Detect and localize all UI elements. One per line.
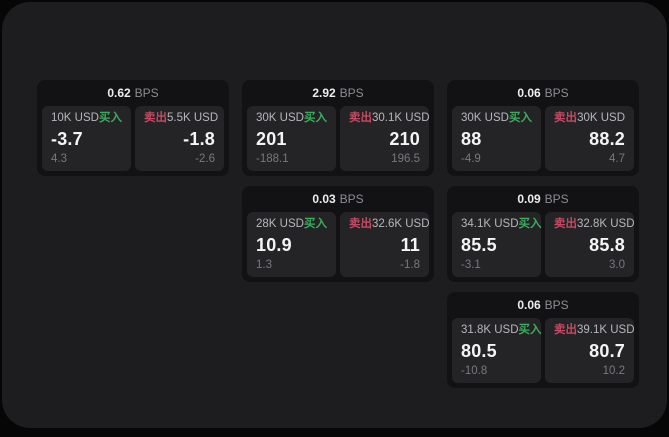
sell-amount: 32.6K USD: [372, 218, 430, 230]
spread-header: 0.09 BPS: [452, 186, 634, 212]
spread-unit: BPS: [544, 298, 569, 312]
sell-price: 88.2: [589, 129, 625, 149]
sell-label: 卖出: [349, 218, 372, 230]
sell-amount: 30.1K USD: [372, 112, 430, 124]
quote-card: 0.09 BPS 34.1K USD 买入 85.5 -3.1 卖出: [447, 186, 639, 282]
buy-amount: 30K USD: [461, 112, 509, 124]
spread-value: 0.09: [517, 192, 541, 206]
sell-delta: 4.7: [609, 152, 625, 165]
sell-delta: -2.6: [195, 152, 215, 165]
spread-value: 0.03: [312, 192, 336, 206]
spread-unit: BPS: [544, 192, 569, 206]
spread-header: 2.92 BPS: [247, 80, 429, 106]
buy-label: 买入: [304, 218, 327, 230]
sell-amount: 5.5K USD: [167, 112, 219, 124]
sell-label: 卖出: [554, 112, 577, 124]
buy-label: 买入: [99, 112, 122, 124]
buy-price: -3.7: [51, 129, 83, 149]
spread-value: 0.06: [517, 86, 541, 100]
spread-header: 0.06 BPS: [452, 292, 634, 318]
sell-price: 80.7: [589, 341, 625, 361]
sell-amount: 30K USD: [577, 112, 625, 124]
buy-price: 10.9: [256, 235, 292, 255]
sell-price: 85.8: [589, 235, 625, 255]
quote-grid: 0.62 BPS 10K USD 买入 -3.7 4.3 卖出: [37, 80, 639, 388]
buy-price: 85.5: [461, 235, 497, 255]
buy-amount: 31.8K USD: [461, 324, 519, 336]
buy-tile[interactable]: 10K USD 买入 -3.7 4.3: [42, 106, 131, 171]
sell-tile[interactable]: 卖出 39.1K USD 80.7 10.2: [545, 318, 635, 383]
buy-amount: 28K USD: [256, 218, 304, 230]
quote-card: 0.06 BPS 31.8K USD 买入 80.5 -10.8 卖: [447, 292, 639, 388]
sell-amount: 39.1K USD: [577, 324, 635, 336]
sell-tile[interactable]: 卖出 32.6K USD 11 -1.8: [340, 212, 430, 277]
quote-card: 2.92 BPS 30K USD 买入 201 -188.1 卖出: [242, 80, 434, 176]
buy-delta: -188.1: [256, 152, 289, 165]
buy-tile[interactable]: 34.1K USD 买入 85.5 -3.1: [452, 212, 542, 277]
buy-tile[interactable]: 31.8K USD 买入 80.5 -10.8: [452, 318, 542, 383]
spread-value: 0.62: [107, 86, 131, 100]
sell-label: 卖出: [349, 112, 372, 124]
buy-delta: -4.9: [461, 152, 481, 165]
buy-label: 买入: [518, 324, 542, 336]
spread-header: 0.06 BPS: [452, 80, 634, 106]
quote-board-panel: 0.62 BPS 10K USD 买入 -3.7 4.3 卖出: [2, 2, 667, 428]
buy-label: 买入: [509, 112, 532, 124]
buy-price: 88: [461, 129, 482, 149]
spread-unit: BPS: [134, 86, 159, 100]
buy-price: 80.5: [461, 341, 497, 361]
buy-amount: 30K USD: [256, 112, 304, 124]
sell-delta: -1.8: [400, 258, 420, 271]
buy-tile[interactable]: 28K USD 买入 10.9 1.3: [247, 212, 336, 277]
spread-unit: BPS: [339, 192, 364, 206]
quote-card: 0.62 BPS 10K USD 买入 -3.7 4.3 卖出: [37, 80, 229, 176]
sell-tile[interactable]: 卖出 5.5K USD -1.8 -2.6: [135, 106, 224, 171]
quote-card: 0.03 BPS 28K USD 买入 10.9 1.3 卖出: [242, 186, 434, 282]
sell-label: 卖出: [554, 324, 577, 336]
spread-value: 0.06: [517, 298, 541, 312]
sell-delta: 10.2: [602, 364, 625, 377]
spread-header: 0.62 BPS: [42, 80, 224, 106]
quote-card: 0.06 BPS 30K USD 买入 88 -4.9 卖出: [447, 80, 639, 176]
sell-price: 210: [389, 129, 420, 149]
buy-tile[interactable]: 30K USD 买入 201 -188.1: [247, 106, 336, 171]
buy-price: 201: [256, 129, 287, 149]
buy-tile[interactable]: 30K USD 买入 88 -4.9: [452, 106, 541, 171]
sell-tile[interactable]: 卖出 32.8K USD 85.8 3.0: [545, 212, 635, 277]
buy-delta: -3.1: [461, 258, 481, 271]
sell-delta: 3.0: [609, 258, 625, 271]
spread-unit: BPS: [339, 86, 364, 100]
buy-delta: 4.3: [51, 152, 67, 165]
spread-value: 2.92: [312, 86, 336, 100]
buy-label: 买入: [518, 218, 542, 230]
sell-delta: 196.5: [391, 152, 420, 165]
sell-label: 卖出: [554, 218, 577, 230]
sell-tile[interactable]: 卖出 30.1K USD 210 196.5: [340, 106, 430, 171]
spread-unit: BPS: [544, 86, 569, 100]
sell-price: -1.8: [183, 129, 215, 149]
sell-price: 11: [400, 235, 420, 255]
spread-header: 0.03 BPS: [247, 186, 429, 212]
sell-tile[interactable]: 卖出 30K USD 88.2 4.7: [545, 106, 634, 171]
buy-amount: 34.1K USD: [461, 218, 519, 230]
buy-amount: 10K USD: [51, 112, 99, 124]
sell-amount: 32.8K USD: [577, 218, 635, 230]
buy-label: 买入: [304, 112, 327, 124]
buy-delta: -10.8: [461, 364, 488, 377]
buy-delta: 1.3: [256, 258, 272, 271]
sell-label: 卖出: [144, 112, 167, 124]
